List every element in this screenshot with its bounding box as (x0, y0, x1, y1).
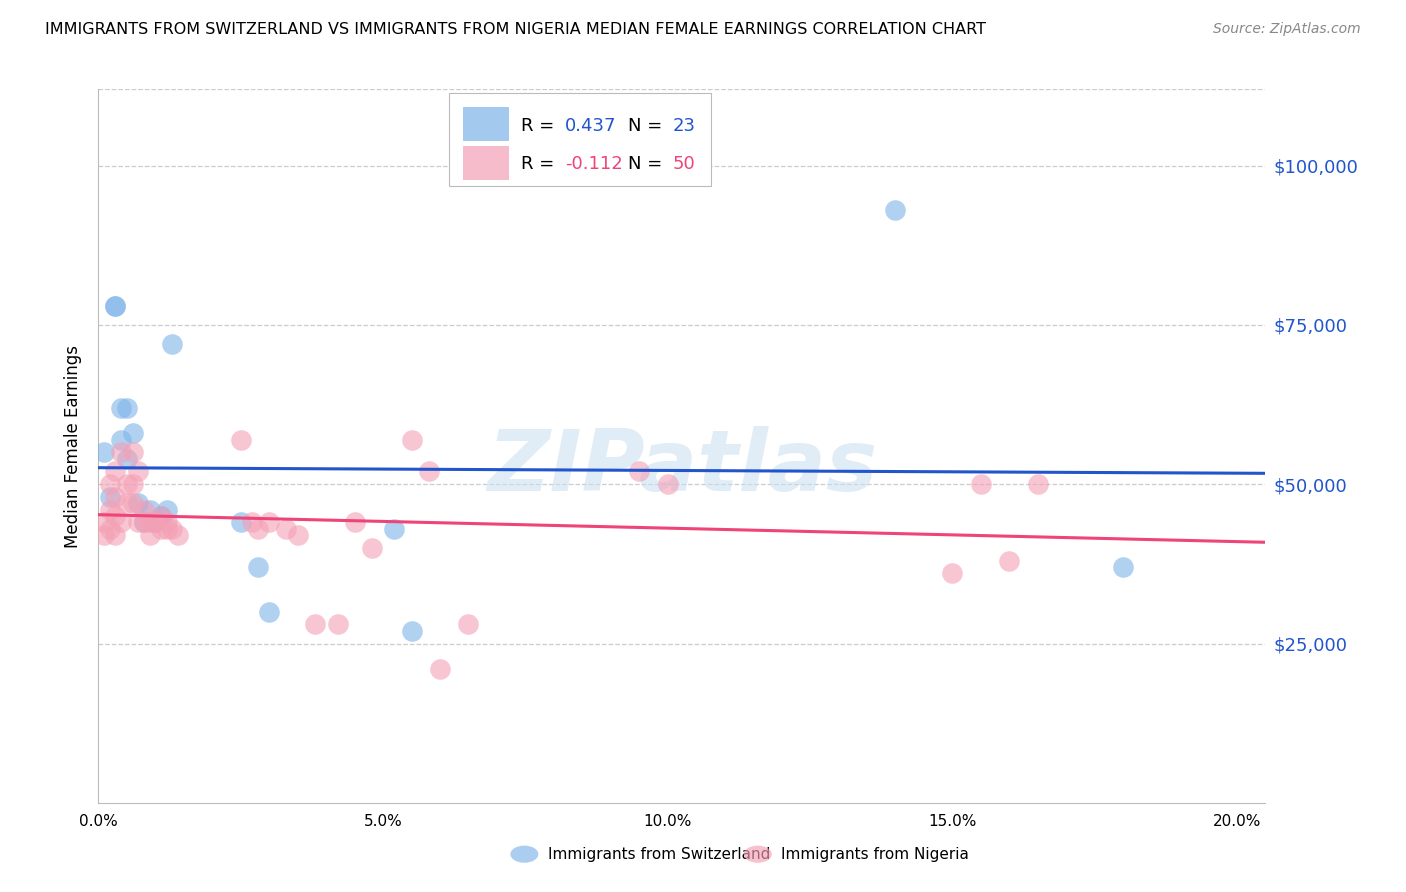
Point (229, 433, 252, 447)
Point (150, 509, 173, 524)
Point (401, 624, 423, 638)
Y-axis label: Median Female Earnings: Median Female Earnings (63, 344, 82, 548)
Text: 23: 23 (672, 118, 696, 136)
Point (104, 299, 127, 313)
Point (360, 541, 382, 555)
Point (98, 522, 121, 536)
Point (132, 516, 155, 530)
Point (150, 509, 173, 524)
Point (150, 522, 173, 536)
Text: ZIPatlas: ZIPatlas (486, 425, 877, 509)
Point (98, 477, 121, 491)
Point (104, 299, 127, 313)
FancyBboxPatch shape (463, 145, 509, 180)
Point (229, 516, 252, 530)
Point (127, 496, 149, 510)
Point (98, 502, 121, 516)
Point (457, 617, 479, 632)
Point (132, 516, 155, 530)
Point (343, 516, 366, 530)
Text: Immigrants from Switzerland: Immigrants from Switzerland (548, 847, 770, 862)
Text: Immigrants from Nigeria: Immigrants from Nigeria (782, 847, 969, 862)
Point (162, 337, 184, 351)
Text: 50: 50 (672, 155, 696, 173)
Text: N =: N = (628, 118, 668, 136)
Point (998, 554, 1021, 568)
Point (429, 662, 451, 676)
Point (970, 477, 993, 491)
Point (110, 516, 132, 530)
Text: -0.112: -0.112 (565, 155, 623, 173)
Point (1026, 477, 1049, 491)
Point (162, 522, 184, 536)
Point (304, 617, 326, 632)
Circle shape (744, 846, 772, 863)
Point (132, 502, 155, 516)
Point (156, 502, 179, 516)
Point (1112, 560, 1135, 574)
Point (115, 477, 138, 491)
Point (127, 465, 149, 479)
Point (657, 477, 679, 491)
Point (143, 516, 166, 530)
Point (115, 496, 138, 510)
Point (240, 516, 263, 530)
Point (121, 477, 143, 491)
Point (287, 528, 309, 542)
Text: N =: N = (628, 155, 668, 173)
Circle shape (510, 846, 538, 863)
Point (138, 516, 160, 530)
Point (127, 516, 149, 530)
Point (941, 566, 963, 581)
Point (115, 451, 138, 466)
Point (143, 516, 166, 530)
Point (156, 516, 179, 530)
Point (884, 203, 907, 218)
Point (257, 605, 280, 619)
Point (384, 522, 406, 536)
Point (104, 528, 127, 542)
Point (104, 509, 127, 524)
Point (110, 433, 132, 447)
Point (121, 445, 143, 459)
Point (110, 445, 132, 459)
Point (110, 401, 132, 415)
Point (156, 522, 179, 536)
Point (93, 516, 115, 530)
Point (93, 445, 115, 459)
Text: R =: R = (520, 155, 560, 173)
Point (104, 465, 127, 479)
FancyBboxPatch shape (449, 93, 711, 186)
Point (401, 433, 423, 447)
Point (276, 522, 298, 536)
Text: Source: ZipAtlas.com: Source: ZipAtlas.com (1213, 22, 1361, 37)
Point (143, 516, 166, 530)
Point (104, 490, 127, 504)
Point (138, 502, 160, 516)
Text: R =: R = (520, 118, 560, 136)
Point (121, 496, 143, 510)
Text: IMMIGRANTS FROM SWITZERLAND VS IMMIGRANTS FROM NIGERIA MEDIAN FEMALE EARNINGS CO: IMMIGRANTS FROM SWITZERLAND VS IMMIGRANT… (45, 22, 986, 37)
Point (246, 560, 269, 574)
Point (246, 522, 269, 536)
Point (93, 528, 115, 542)
Point (418, 465, 440, 479)
Point (326, 617, 349, 632)
Point (138, 528, 160, 542)
Point (121, 426, 143, 441)
Point (115, 401, 138, 415)
Point (167, 528, 190, 542)
Point (257, 516, 280, 530)
FancyBboxPatch shape (463, 107, 509, 141)
Text: 0.437: 0.437 (565, 118, 617, 136)
Point (98, 490, 121, 504)
Point (628, 465, 651, 479)
